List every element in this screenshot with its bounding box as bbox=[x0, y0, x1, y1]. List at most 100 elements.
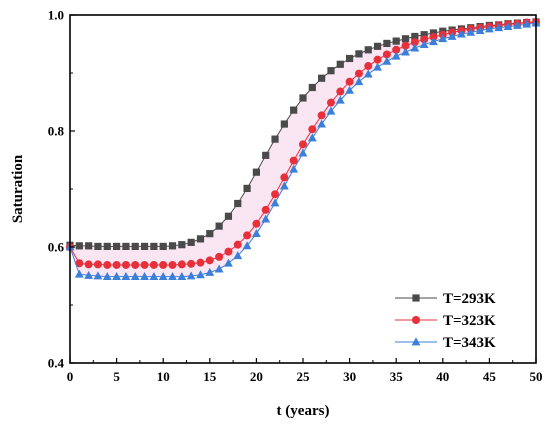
series-2-point bbox=[196, 258, 205, 267]
series-3-point bbox=[261, 214, 271, 223]
series-1-point bbox=[327, 67, 335, 75]
series-3-point bbox=[279, 181, 289, 190]
series-3 bbox=[65, 18, 541, 280]
series-1-point bbox=[412, 294, 420, 302]
x-tick-label: 40 bbox=[436, 369, 449, 384]
series-1-point bbox=[140, 242, 149, 251]
series-2-point bbox=[140, 260, 149, 269]
series-1-point bbox=[75, 242, 83, 250]
series-3-point bbox=[205, 267, 215, 276]
series-2-point bbox=[224, 247, 233, 256]
series-2-point bbox=[187, 259, 196, 268]
y-tick-label: 0.4 bbox=[48, 356, 65, 371]
legend-item-2: T=323K bbox=[395, 313, 496, 329]
series-1-point bbox=[196, 235, 205, 243]
series-3-point bbox=[289, 164, 299, 173]
series-2-point bbox=[326, 98, 335, 107]
x-tick-label: 25 bbox=[297, 369, 311, 384]
series-3-point bbox=[345, 85, 354, 94]
ticks: 0 5 10 15 20 25 30 35 40 45 50 0.4 0.6 0.8 1.0 bbox=[48, 8, 543, 385]
series-2-point bbox=[364, 62, 373, 71]
series-1-point bbox=[355, 50, 363, 58]
x-tick-label: 20 bbox=[250, 369, 263, 384]
series-1-point bbox=[122, 242, 130, 251]
series-3-point bbox=[121, 271, 131, 280]
series-3-point bbox=[196, 270, 205, 279]
series-3-point bbox=[252, 229, 261, 238]
x-tick-label: 45 bbox=[483, 369, 497, 384]
series-1-point bbox=[224, 212, 233, 220]
series-3-point bbox=[102, 271, 112, 280]
x-tick-label: 35 bbox=[390, 369, 404, 384]
series-2-point bbox=[401, 41, 410, 50]
series-3-point bbox=[149, 271, 159, 280]
series-2-point bbox=[149, 260, 158, 269]
series-1-point bbox=[103, 242, 111, 251]
series-1-point bbox=[392, 37, 400, 45]
series-2-point bbox=[131, 260, 140, 269]
series-3-point bbox=[158, 271, 168, 280]
y-tick-label: 1.0 bbox=[48, 8, 64, 23]
legend-label: T=343K bbox=[443, 335, 496, 351]
series-3-point bbox=[363, 69, 373, 78]
series-1-point bbox=[206, 230, 214, 238]
series-2-point bbox=[215, 252, 224, 261]
series-3-point bbox=[186, 271, 196, 280]
series-3-point bbox=[84, 270, 94, 279]
series-2-point bbox=[336, 87, 345, 96]
series-1-point bbox=[336, 60, 344, 68]
series-1-point bbox=[159, 242, 167, 251]
series-2-point bbox=[412, 316, 420, 324]
series-3-point bbox=[522, 19, 532, 28]
series-3-point bbox=[298, 148, 308, 157]
series-2-point bbox=[308, 125, 317, 134]
series-1-point bbox=[262, 151, 270, 159]
series-3-point bbox=[307, 133, 317, 142]
legend-item-1: T=293K bbox=[395, 291, 496, 307]
series-3-point bbox=[391, 51, 401, 60]
series-2-point bbox=[280, 173, 289, 182]
x-tick-label: 0 bbox=[67, 369, 74, 384]
series-3-point bbox=[373, 62, 382, 71]
series-1-point bbox=[187, 238, 195, 246]
series-2-point bbox=[168, 260, 177, 269]
series-3-point bbox=[419, 39, 429, 48]
series-2-point bbox=[420, 35, 429, 44]
series-2-point bbox=[84, 260, 93, 269]
legend-item-3: T=343K bbox=[395, 335, 496, 351]
series-3-point bbox=[112, 271, 121, 280]
x-tick-label: 10 bbox=[157, 369, 170, 384]
series-3-point bbox=[317, 119, 327, 128]
series-1-point bbox=[346, 54, 354, 63]
series-1-point bbox=[290, 106, 298, 114]
series-3-point bbox=[401, 47, 410, 56]
series-3-point bbox=[130, 271, 140, 280]
series-2-point bbox=[205, 256, 214, 265]
x-tick-label: 5 bbox=[113, 369, 120, 384]
series-3-point bbox=[503, 22, 513, 30]
series-3-point bbox=[410, 43, 420, 52]
series-3-point bbox=[93, 271, 103, 280]
series-1-point bbox=[280, 120, 288, 128]
series-3-point bbox=[74, 269, 84, 278]
series-1-point bbox=[308, 83, 316, 92]
series-3-point bbox=[382, 56, 392, 65]
series-3-point bbox=[214, 264, 224, 273]
series-2-point bbox=[271, 190, 280, 199]
series-3-point bbox=[475, 26, 485, 35]
series-layer bbox=[65, 17, 541, 280]
series-3-point bbox=[466, 27, 476, 36]
series-3-point bbox=[335, 95, 345, 104]
series-1-point bbox=[299, 94, 307, 102]
series-2-point bbox=[289, 156, 298, 165]
axes bbox=[69, 14, 537, 364]
x-tick-label: 15 bbox=[203, 369, 217, 384]
series-3-point bbox=[326, 106, 336, 115]
series-3-point bbox=[438, 34, 448, 43]
x-tick-label: 30 bbox=[343, 369, 356, 384]
series-1-point bbox=[318, 74, 326, 82]
series-3-point bbox=[224, 258, 233, 267]
series-2-point bbox=[299, 140, 307, 149]
series-2-point bbox=[112, 260, 121, 269]
